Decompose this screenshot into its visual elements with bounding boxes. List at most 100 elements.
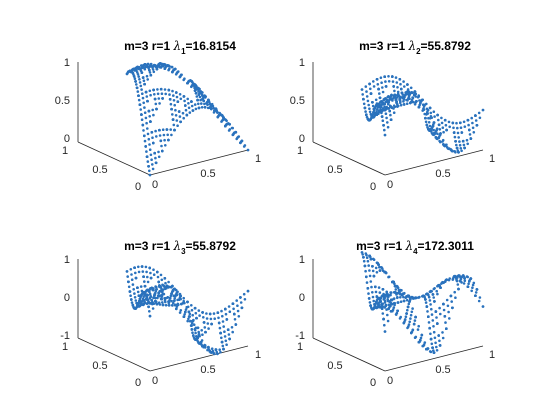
data-point: [150, 158, 153, 161]
data-point: [406, 305, 410, 309]
data-point: [174, 288, 178, 292]
data-point: [370, 307, 374, 311]
data-point: [129, 70, 133, 74]
data-point: [406, 326, 409, 330]
data-point: [371, 101, 374, 104]
data-point: [407, 92, 411, 96]
data-point: [423, 112, 427, 116]
data-point: [463, 277, 466, 280]
data-point: [175, 293, 179, 297]
data-point: [135, 86, 139, 90]
point-cloud-2: [360, 75, 485, 154]
data-point: [143, 284, 147, 288]
y-axis-line: [312, 337, 386, 372]
data-point: [371, 269, 375, 273]
data-point: [454, 296, 457, 300]
data-point: [399, 296, 402, 299]
data-point: [434, 341, 437, 345]
data-point: [203, 326, 207, 329]
data-point: [380, 302, 384, 306]
data-point: [383, 301, 387, 304]
data-point: [458, 143, 462, 147]
data-point: [154, 102, 158, 106]
data-point: [154, 299, 157, 303]
data-point: [148, 89, 152, 93]
data-point: [395, 100, 398, 104]
data-point: [137, 265, 140, 269]
data-point: [425, 305, 429, 308]
data-point: [429, 332, 432, 336]
data-point: [386, 95, 390, 99]
data-point: [221, 344, 225, 348]
data-point: [186, 319, 189, 323]
data-point: [430, 130, 433, 133]
data-point: [136, 286, 139, 290]
data-point: [463, 279, 467, 283]
data-point: [396, 296, 399, 300]
data-point: [231, 302, 235, 306]
data-point: [179, 120, 182, 124]
data-point: [137, 75, 140, 78]
data-point: [207, 327, 210, 330]
data-point: [369, 112, 373, 116]
data-point: [152, 113, 155, 117]
data-point: [442, 302, 445, 306]
data-point: [362, 102, 366, 106]
data-point: [223, 330, 226, 334]
data-point: [203, 106, 207, 109]
data-point: [381, 312, 385, 315]
data-point: [468, 128, 471, 132]
data-point: [409, 296, 413, 299]
data-point: [421, 98, 424, 102]
data-point: [468, 280, 471, 283]
data-point: [384, 85, 388, 88]
data-point: [460, 131, 464, 134]
data-point: [379, 266, 383, 269]
data-point: [407, 323, 411, 326]
data-point: [190, 308, 194, 312]
data-point: [155, 288, 158, 291]
data-point: [432, 330, 436, 334]
data-point: [403, 94, 407, 97]
data-point: [368, 269, 371, 272]
data-point: [164, 303, 168, 307]
data-point: [161, 288, 165, 291]
data-point: [362, 97, 365, 101]
data-point: [172, 123, 176, 127]
data-point: [466, 142, 470, 146]
data-point: [145, 74, 149, 78]
data-point: [417, 324, 421, 328]
data-point: [423, 341, 427, 344]
data-point: [133, 296, 137, 299]
data-point: [144, 65, 148, 69]
data-point: [381, 119, 385, 122]
data-point: [465, 275, 469, 278]
point-cloud-3: [125, 265, 250, 356]
data-point: [435, 345, 438, 349]
data-point: [419, 338, 422, 342]
data-point: [435, 128, 439, 132]
data-point: [469, 277, 473, 280]
data-point: [203, 102, 206, 106]
data-point: [472, 131, 476, 134]
data-point: [224, 307, 227, 311]
data-point: [374, 290, 378, 294]
data-point: [429, 337, 433, 341]
data-point: [405, 102, 409, 105]
data-point: [435, 289, 439, 293]
data-point: [216, 311, 220, 315]
data-point: [140, 289, 144, 293]
data-point: [389, 113, 392, 117]
x-tick-label: 1: [489, 349, 495, 361]
data-point: [375, 78, 379, 81]
data-point: [432, 351, 436, 354]
data-point: [137, 94, 140, 97]
data-point: [220, 340, 224, 344]
data-point: [190, 304, 193, 307]
data-point: [438, 306, 441, 310]
data-point: [173, 297, 176, 300]
data-point: [398, 317, 402, 320]
data-point: [173, 103, 176, 107]
data-point: [216, 352, 219, 356]
data-point: [152, 296, 155, 300]
